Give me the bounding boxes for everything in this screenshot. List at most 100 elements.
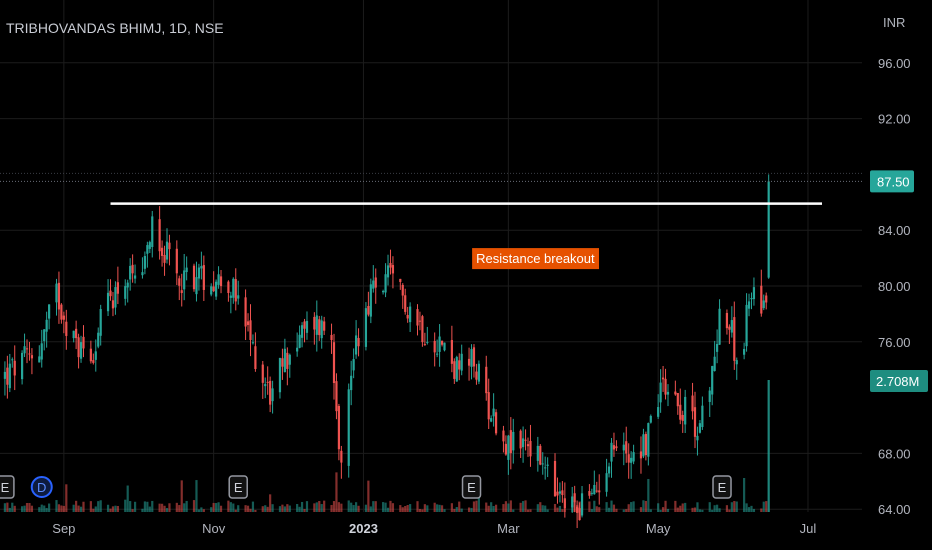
candle-body bbox=[487, 392, 490, 420]
candle-body bbox=[725, 312, 729, 329]
candle-body bbox=[418, 320, 422, 322]
volume-bar bbox=[409, 504, 412, 512]
volume-bar bbox=[674, 500, 677, 512]
candle-body bbox=[45, 319, 48, 332]
candle-body bbox=[195, 277, 198, 295]
candle-body bbox=[404, 295, 407, 312]
volume-bar bbox=[300, 501, 304, 512]
time-axis[interactable]: Sep Nov 2023 Mar May Jul bbox=[52, 521, 816, 536]
candle-body bbox=[126, 282, 129, 288]
candle-body bbox=[261, 364, 264, 383]
volume-bar bbox=[406, 504, 409, 512]
candle-body bbox=[664, 378, 667, 395]
candle-body bbox=[340, 450, 343, 463]
volume-bar bbox=[6, 502, 9, 512]
volume-bar bbox=[350, 502, 353, 512]
event-marker-label: D bbox=[37, 480, 46, 495]
volume-bar bbox=[711, 509, 714, 512]
volume-bar bbox=[752, 508, 756, 512]
volume-bar bbox=[399, 505, 402, 512]
volume-bar bbox=[298, 506, 301, 512]
candle-body bbox=[141, 272, 144, 276]
annotation-box bbox=[472, 248, 600, 270]
volume-bar bbox=[165, 508, 169, 512]
candle-body bbox=[48, 304, 51, 319]
volume-bar bbox=[335, 472, 338, 512]
volume-bar bbox=[13, 505, 16, 512]
candle-body bbox=[323, 321, 326, 331]
candle-body bbox=[183, 270, 186, 290]
volume-bar bbox=[661, 507, 665, 512]
earnings-marker-box bbox=[712, 475, 732, 499]
volume-bar bbox=[57, 504, 61, 512]
dividend-marker[interactable]: D bbox=[30, 476, 53, 498]
candle-body bbox=[666, 391, 670, 395]
volume-bar bbox=[507, 503, 510, 512]
candle-body bbox=[332, 342, 336, 384]
volume-bar bbox=[151, 500, 154, 512]
volume-bar bbox=[436, 504, 439, 512]
earnings-marker[interactable]: E bbox=[712, 475, 732, 499]
volume-bar bbox=[116, 505, 119, 512]
candle-body bbox=[60, 304, 63, 320]
candle-body bbox=[573, 493, 576, 503]
earnings-marker[interactable]: E bbox=[461, 475, 482, 499]
volume-bar bbox=[384, 502, 387, 512]
volume-bar bbox=[79, 506, 83, 512]
earnings-marker[interactable]: E bbox=[228, 475, 248, 499]
candle-body bbox=[335, 381, 338, 412]
volume-bar bbox=[75, 500, 78, 512]
chart-grid bbox=[0, 0, 862, 512]
candle-body bbox=[264, 384, 267, 387]
candle-body bbox=[77, 337, 80, 358]
event-marker-label: E bbox=[718, 480, 727, 495]
candle-body bbox=[416, 309, 419, 326]
price-axis[interactable]: 96.00 92.00 84.00 80.00 76.00 68.00 64.00 87.50… bbox=[870, 56, 928, 517]
candle-body bbox=[529, 440, 532, 457]
volume-bar bbox=[490, 502, 493, 512]
candle-body bbox=[639, 451, 643, 459]
candle-body bbox=[244, 297, 247, 327]
volume-bar bbox=[438, 504, 441, 512]
volume-bar bbox=[433, 502, 436, 512]
candle-body bbox=[305, 320, 309, 333]
volume-bar bbox=[529, 509, 532, 512]
candle-body bbox=[509, 430, 512, 454]
candle-body bbox=[72, 330, 75, 339]
candle-body bbox=[539, 445, 542, 465]
volume-bar bbox=[133, 501, 137, 512]
candle-body bbox=[38, 356, 41, 363]
candle-body bbox=[661, 377, 665, 380]
candle-body bbox=[595, 490, 598, 492]
volume-bar bbox=[632, 501, 635, 512]
volume-bar bbox=[676, 507, 679, 512]
candle-body bbox=[470, 349, 473, 367]
candle-body bbox=[237, 295, 240, 299]
volume-bar bbox=[718, 508, 721, 512]
candle-body bbox=[561, 490, 564, 496]
earnings-marker[interactable]: E bbox=[0, 475, 15, 499]
candle-body bbox=[713, 356, 716, 371]
candle-body bbox=[65, 321, 68, 336]
volume-bar bbox=[92, 508, 95, 512]
candle-body bbox=[99, 309, 102, 336]
candle-body bbox=[612, 445, 616, 450]
volume-bar bbox=[443, 509, 446, 512]
candle-body bbox=[615, 446, 618, 449]
candle-body bbox=[21, 352, 24, 380]
candle-body bbox=[494, 412, 498, 434]
volume-bar bbox=[681, 503, 684, 512]
volume-bar bbox=[733, 501, 736, 512]
volume-bar bbox=[607, 507, 611, 512]
volume-bar bbox=[227, 500, 230, 512]
volume-bar bbox=[743, 477, 746, 512]
dividend-marker-circle bbox=[30, 476, 53, 498]
candle-body bbox=[693, 407, 697, 437]
candle-body bbox=[234, 279, 237, 302]
volume-bar bbox=[725, 505, 729, 512]
candle-body bbox=[28, 353, 31, 355]
volume-bar bbox=[192, 500, 196, 512]
volume-bar bbox=[630, 502, 633, 512]
candle-body bbox=[502, 430, 505, 442]
